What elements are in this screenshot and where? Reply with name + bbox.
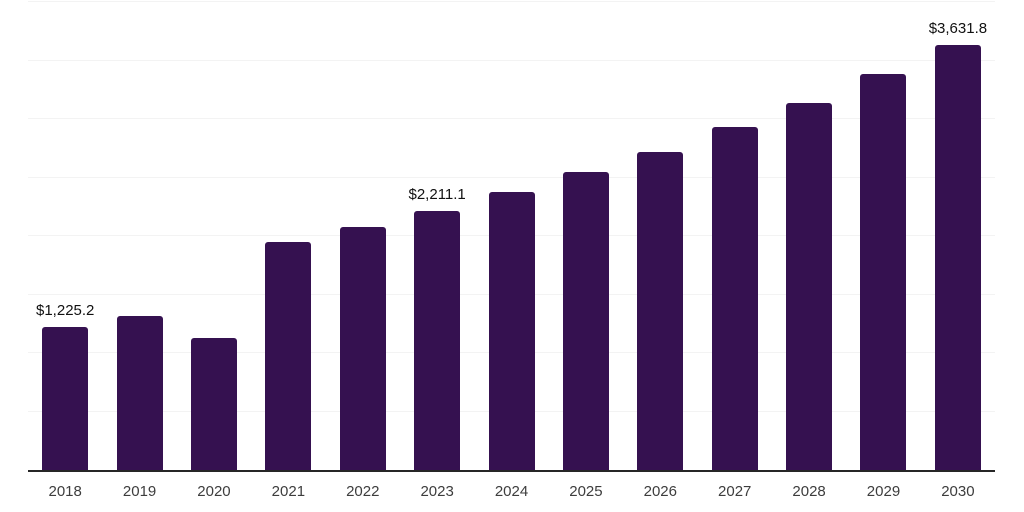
bar-2020: [190, 338, 237, 470]
bar-column-2030: $3,631.8: [921, 2, 995, 470]
x-tick-2021: 2021: [271, 483, 306, 500]
bar-2027: [711, 127, 758, 470]
bar-column-2025: [549, 2, 623, 470]
bar-column-2023: $2,211.1: [400, 2, 474, 470]
bar-column-2019: [102, 2, 176, 470]
x-axis-line: [28, 470, 995, 472]
bar-2021: [265, 241, 312, 470]
data-label-2030: $3,631.8: [928, 20, 988, 38]
x-tick-2022: 2022: [346, 483, 380, 500]
gridline-3500: [28, 59, 995, 61]
x-tick-2030: 2030: [941, 483, 975, 500]
bar-2023: [414, 211, 461, 470]
gridline-3000: [28, 118, 995, 119]
bar-column-2022: [326, 2, 400, 470]
x-tick-2026: 2026: [643, 483, 677, 500]
bar-column-2027: [698, 2, 772, 470]
gridline-4000: [28, 1, 995, 2]
x-tick-2019: 2019: [122, 483, 157, 500]
bar-series: $1,225.2 $2,211.1 $3,631.8: [28, 2, 995, 470]
x-tick-2024: 2024: [494, 483, 529, 500]
bar-2018: [42, 326, 89, 470]
x-tick-2023: 2023: [420, 483, 454, 500]
bar-2025: [562, 172, 609, 470]
gridline-2500: [28, 176, 995, 178]
plot-area: $1,225.2 $2,211.1 $3,631.8: [28, 1, 995, 472]
x-tick-2027: 2027: [718, 483, 752, 500]
x-tick-2029: 2029: [866, 483, 901, 500]
bar-2022: [339, 226, 386, 470]
bar-2029: [860, 74, 907, 470]
bar-column-2029: [846, 2, 920, 470]
x-tick-2018: 2018: [48, 483, 82, 500]
bar-column-2021: [251, 2, 325, 470]
bar-2028: [786, 103, 833, 470]
bar-2024: [488, 191, 535, 470]
data-label-2023: $2,211.1: [408, 186, 466, 204]
bar-column-2024: [474, 2, 548, 470]
x-axis-labels: 2018 2019 2020 2021 2022 2023 2024 2025 2026 2027…: [28, 482, 995, 502]
bar-column-2028: [772, 2, 846, 470]
x-tick-2020: 2020: [197, 483, 231, 500]
x-tick-2028: 2028: [792, 483, 826, 500]
x-tick-2025: 2025: [569, 483, 603, 500]
bar-column-2026: [623, 2, 697, 470]
bar-2026: [637, 152, 684, 470]
bar-2030: [934, 45, 981, 470]
bar-2019: [116, 316, 163, 470]
bar-column-2018: $1,225.2: [28, 2, 102, 470]
data-label-2018: $1,225.2: [36, 301, 95, 319]
bar-column-2020: [177, 2, 251, 470]
